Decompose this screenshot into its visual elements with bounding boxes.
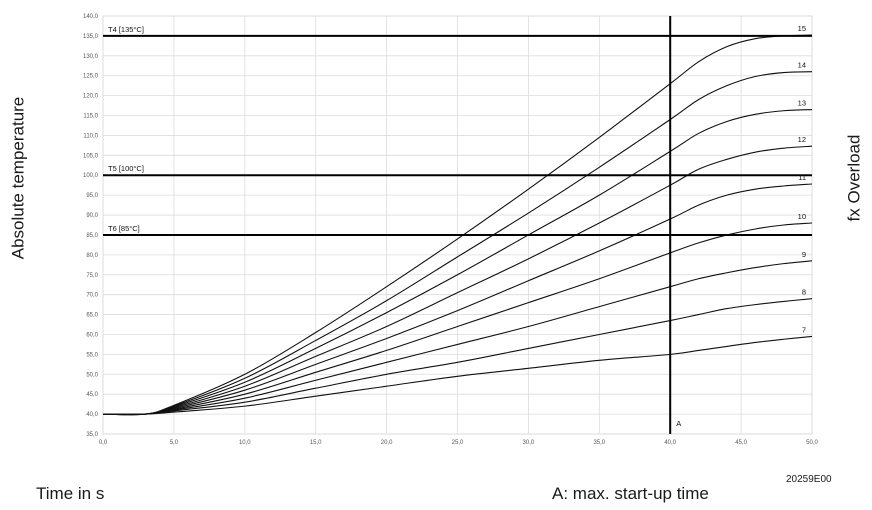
y-tick-label: 75,0 xyxy=(86,273,98,279)
curve-series-12 xyxy=(102,145,813,416)
y-tick-label: 85,0 xyxy=(86,233,98,239)
y-tick-label: 35,0 xyxy=(86,432,98,438)
x-axis-title: Time in s xyxy=(36,484,105,503)
series-label-13: 13 xyxy=(798,99,806,108)
curve-series-15 xyxy=(102,34,813,416)
curve-series-14 xyxy=(102,71,813,416)
y-tick-label: 100,0 xyxy=(83,173,99,179)
y-tick-labels: 35,0 40,0 45,0 50,0 55,0 60,0 65,0 70,0 75,0 80,0… xyxy=(83,14,99,438)
x-tick-label: 0,0 xyxy=(99,440,108,446)
y-tick-label: 40,0 xyxy=(86,412,98,418)
curve-series-11 xyxy=(102,183,813,416)
x-tick-label: 15,0 xyxy=(310,440,322,446)
x-tick-label: 5,0 xyxy=(170,440,179,446)
y-tick-label: 70,0 xyxy=(86,293,98,299)
y-tick-label: 110,0 xyxy=(83,133,98,139)
series-label-15: 15 xyxy=(798,24,806,33)
y-tick-label: 80,0 xyxy=(86,253,98,259)
y-tick-label: 130,0 xyxy=(83,54,99,60)
figure-id: 20259E00 xyxy=(786,474,832,485)
series-label-9: 9 xyxy=(802,250,806,259)
series-label-11: 11 xyxy=(798,173,806,182)
curve-series-9 xyxy=(102,260,813,415)
x-tick-label: 45,0 xyxy=(735,440,747,446)
y-tick-label: 50,0 xyxy=(86,372,98,378)
x-tick-label: 40,0 xyxy=(664,440,676,446)
y-tick-label: 135,0 xyxy=(83,34,99,40)
curve-series-10 xyxy=(102,222,813,415)
reference-line-label: T6 [85°C] xyxy=(108,224,140,233)
y-tick-label: 45,0 xyxy=(86,392,98,398)
series-label-12: 12 xyxy=(798,135,806,144)
y-tick-label: 55,0 xyxy=(86,352,98,358)
y-tick-label: 90,0 xyxy=(86,213,98,219)
x-tick-labels: 0,0 5,0 10,0 15,0 20,0 25,0 30,0 35,0 40,0 45,0 50… xyxy=(99,440,819,446)
y-tick-label: 115,0 xyxy=(83,114,98,120)
y-tick-label: 105,0 xyxy=(83,153,99,159)
vertical-marker: A xyxy=(669,16,681,434)
y-tick-label: 60,0 xyxy=(86,332,98,338)
y-axis-title: Absolute temperature xyxy=(6,18,30,338)
right-axis-title-text: fx Overload xyxy=(844,134,863,222)
curves xyxy=(102,34,813,416)
y-tick-label: 125,0 xyxy=(83,74,99,80)
x-tick-label: 20,0 xyxy=(381,440,393,446)
x-tick-label: 25,0 xyxy=(452,440,464,446)
marker-note: A: max. start-up time xyxy=(552,484,709,503)
y-axis-title-text: Absolute temperature xyxy=(8,96,28,260)
y-tick-label: 120,0 xyxy=(83,94,99,100)
series-label-14: 14 xyxy=(798,61,806,70)
y-tick-label: 65,0 xyxy=(86,313,98,319)
grid xyxy=(102,15,813,435)
x-tick-label: 50,0 xyxy=(806,440,818,446)
series-label-8: 8 xyxy=(802,288,806,297)
y-tick-label: 95,0 xyxy=(86,193,98,199)
x-tick-label: 35,0 xyxy=(593,440,605,446)
x-tick-label: 30,0 xyxy=(523,440,535,446)
vertical-marker-label: A xyxy=(676,419,681,428)
series-label-10: 10 xyxy=(798,212,806,221)
reference-line-label: T4 [135°C] xyxy=(108,25,144,34)
x-tick-label: 10,0 xyxy=(239,440,251,446)
series-labels: 7 8 9 10 11 12 13 14 15 xyxy=(798,24,806,334)
series-label-7: 7 xyxy=(802,325,806,334)
curve-series-7 xyxy=(102,335,813,415)
y-tick-label: 140,0 xyxy=(83,14,99,20)
right-axis-title: fx Overload xyxy=(842,18,866,338)
curve-series-8 xyxy=(102,298,813,415)
reference-lines: T4 [135°C] T5 [100°C] T6 [85°C] xyxy=(103,25,812,236)
reference-line-label: T5 [100°C] xyxy=(108,164,144,173)
